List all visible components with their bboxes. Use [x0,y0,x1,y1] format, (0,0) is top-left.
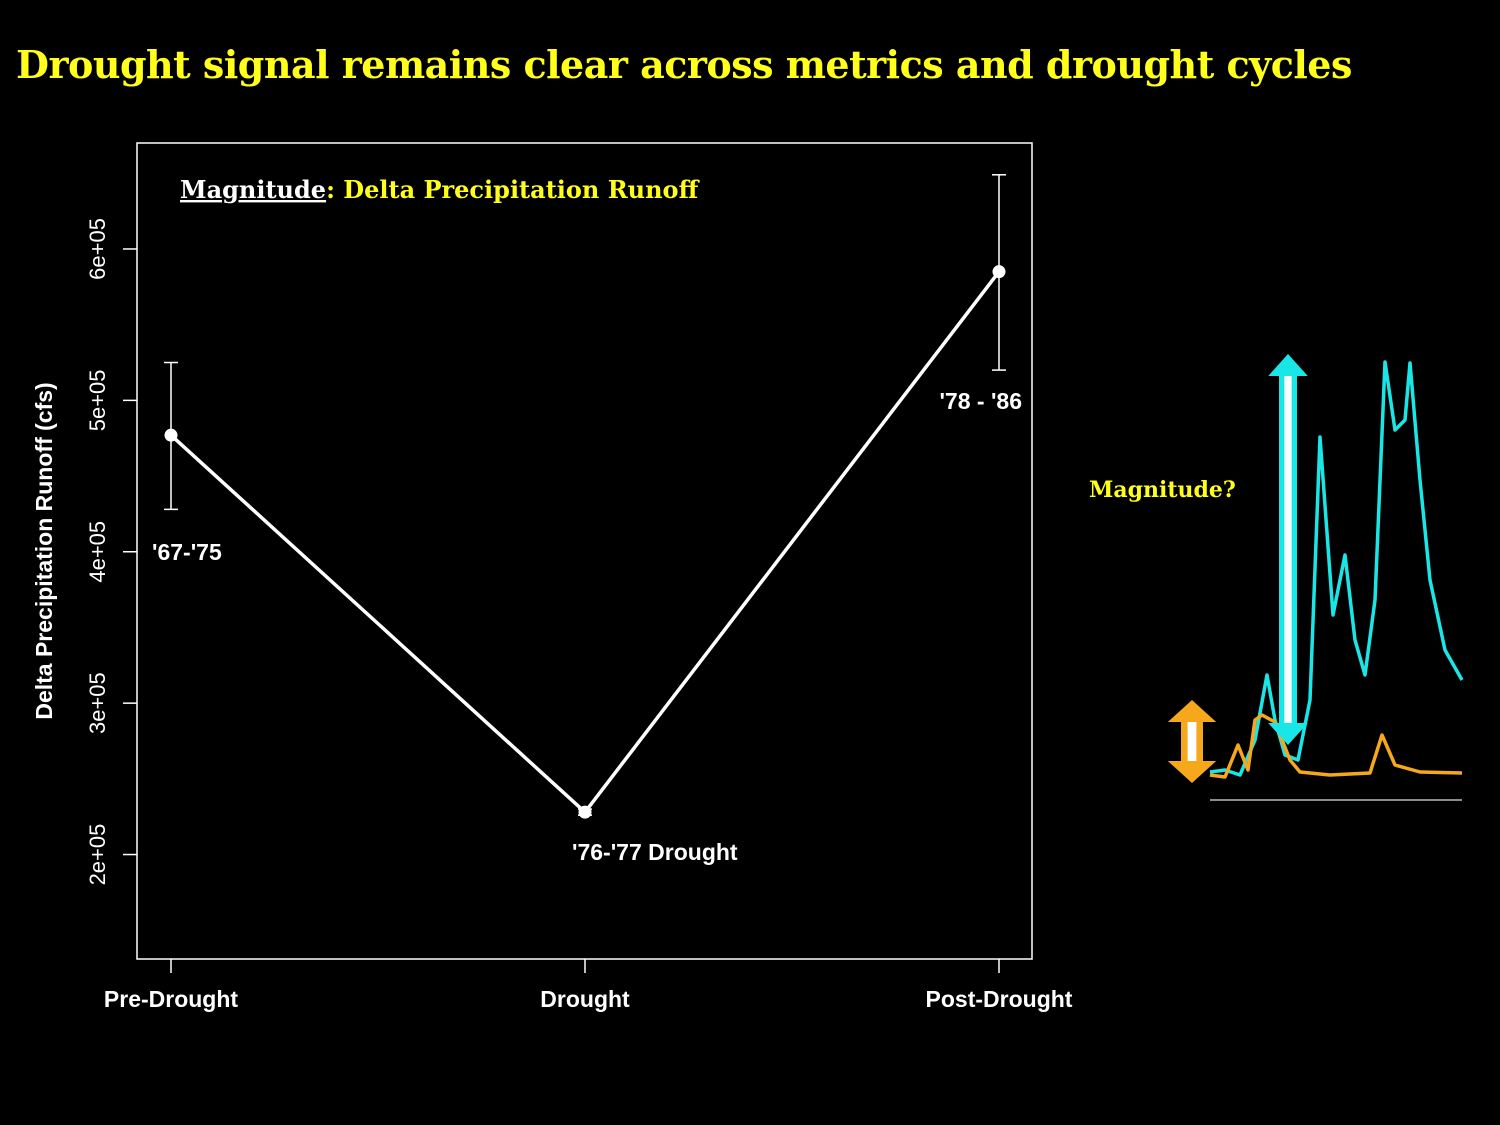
plot-frame [136,142,1033,960]
data-point [164,428,178,442]
annotation-magnitude: Magnitude [180,175,326,204]
point-label: '76-'77 Drought [572,839,738,865]
data-point [578,805,592,819]
x-tick-label: Post-Drought [926,986,1073,1012]
point-label: '78 - '86 [939,388,1022,414]
point-label: '67-'75 [152,539,222,565]
inset-annotation: Magnitude? [1089,477,1236,503]
y-tick-label: 6e+05 [85,218,110,280]
annotation-metric: : Delta Precipitation Runoff [326,175,700,204]
slide-title: Drought signal remains clear across metr… [16,42,1352,87]
y-tick-label: 5e+05 [85,369,110,431]
inset-series-cyan [1209,360,1464,777]
main-chart: 2e+05 3e+05 4e+05 5e+05 6e+05 Delta Precipita… [31,142,1073,1012]
data-point [992,265,1006,279]
double-arrow-icon-highlight [1187,722,1197,761]
inset-series-orange [1209,713,1463,779]
hydrograph-inset: Magnitude? [1089,354,1464,801]
y-tick-label: 3e+05 [85,672,110,734]
series-line [169,270,1001,815]
x-tick-label: Pre-Drought [104,986,239,1012]
y-tick-label: 2e+05 [85,824,110,886]
chart-annotation: Magnitude: Delta Precipitation Runoff [180,175,700,204]
y-axis-label: Delta Precipitation Runoff (cfs) [31,382,57,719]
double-arrow-icon-highlight [1284,376,1292,723]
y-tick-label: 4e+05 [85,521,110,583]
x-tick-label: Drought [540,986,630,1012]
